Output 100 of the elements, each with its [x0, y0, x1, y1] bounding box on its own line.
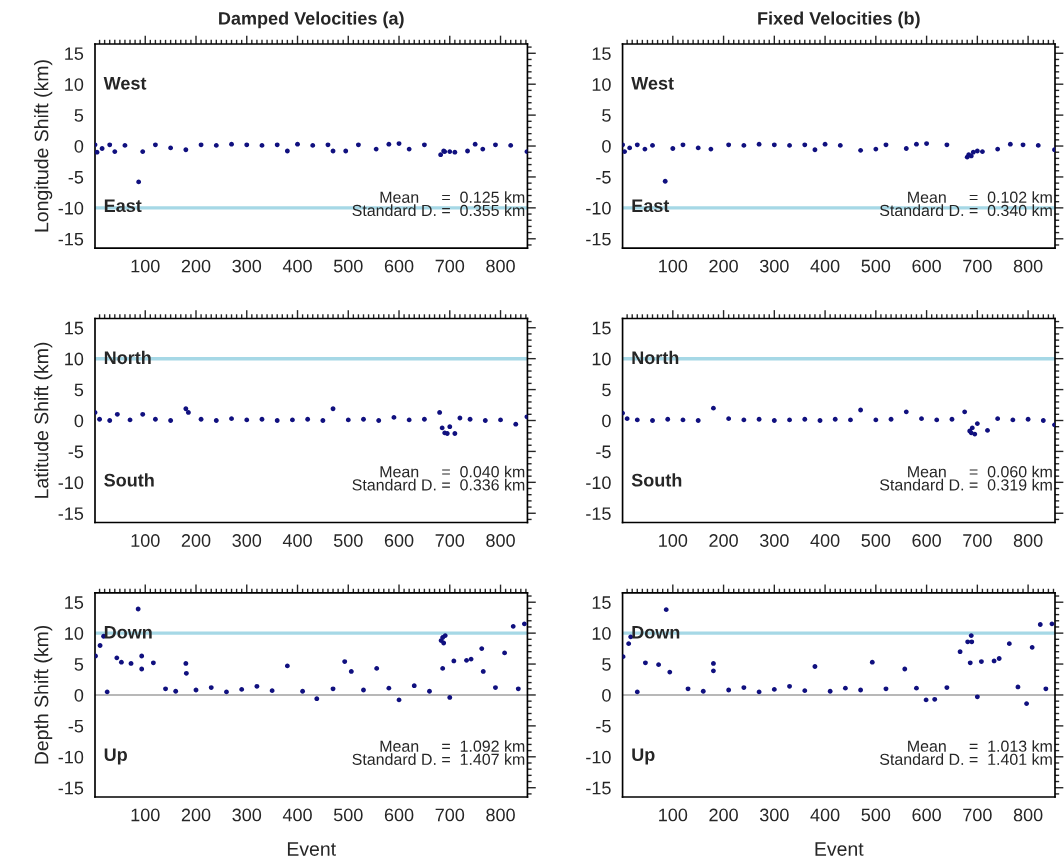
y-tick-label: -10 — [586, 476, 611, 490]
chart-title: Damped Velocities (a) — [219, 11, 404, 29]
y-tick-label: -5 — [68, 445, 84, 459]
y-tick-label: -5 — [68, 171, 84, 184]
x-tick-label: 600 — [912, 534, 941, 547]
y-tick-label: 0 — [602, 414, 611, 428]
x-tick-label: 400 — [810, 808, 840, 822]
x-tick-label: 500 — [333, 808, 363, 822]
x-tick-label: 100 — [659, 259, 688, 273]
annotation: East — [104, 199, 142, 213]
y-tick-label: 0 — [74, 688, 84, 702]
annotation: Mean = 1.092 km Standard D. = 1.407 km — [352, 740, 525, 766]
x-tick-label: 400 — [282, 808, 312, 822]
chart-title: Fixed Velocities (b) — [758, 11, 920, 29]
annotation: Mean = 0.125 km Standard D. = 0.355 km — [352, 191, 525, 217]
x-tick-label: 100 — [659, 534, 688, 547]
annotation: Down — [632, 626, 680, 639]
x-tick-label: 200 — [709, 534, 738, 547]
y-tick-label: 10 — [65, 352, 84, 366]
annotation: Mean = 0.102 km Standard D. = 0.340 km — [880, 191, 1052, 217]
x-tick-label: 700 — [435, 808, 465, 822]
y-tick-label: -10 — [586, 201, 611, 215]
x-tick-label: 100 — [131, 259, 160, 273]
annotation: Mean = 0.060 km Standard D. = 0.319 km — [880, 465, 1052, 491]
y-tick-label: -15 — [586, 232, 611, 246]
x-tick-label: 300 — [759, 259, 789, 273]
x-tick-label: 400 — [282, 534, 312, 547]
y-tick-label: 5 — [602, 658, 611, 671]
annotation: Down — [104, 626, 152, 639]
y-tick-label: 15 — [592, 321, 611, 335]
annotation: East — [632, 199, 670, 213]
y-tick-label: -5 — [596, 720, 611, 733]
x-tick-label: 500 — [333, 534, 363, 547]
y-tick-label: -15 — [586, 781, 611, 795]
annotation: West — [103, 77, 147, 90]
y-tick-label: -15 — [58, 781, 84, 795]
x-tick-label: 400 — [282, 259, 312, 273]
x-tick-label: 700 — [963, 808, 992, 822]
annotation: Mean = 0.040 km Standard D. = 0.336 km — [352, 465, 525, 491]
x-axis-title: Event — [815, 842, 864, 856]
x-axis-title: Event — [287, 842, 336, 856]
y-axis-title: Latitude Shift (km) — [34, 342, 53, 498]
y-tick-label: 10 — [592, 78, 611, 91]
y-tick-label: 0 — [602, 139, 611, 153]
x-tick-label: 500 — [333, 259, 363, 273]
x-tick-label: 100 — [131, 534, 160, 547]
y-tick-label: -10 — [58, 476, 84, 490]
x-tick-label: 600 — [912, 808, 941, 822]
y-tick-label: -5 — [68, 720, 84, 733]
y-tick-label: 15 — [65, 596, 84, 609]
annotation: Up — [632, 748, 655, 765]
annotation: South — [104, 473, 154, 487]
x-tick-label: 300 — [232, 808, 262, 822]
x-tick-label: 800 — [486, 259, 515, 273]
x-tick-label: 200 — [181, 534, 211, 547]
x-tick-label: 800 — [1013, 259, 1043, 273]
y-tick-label: 0 — [602, 688, 611, 702]
y-tick-label: -15 — [586, 507, 611, 520]
y-tick-label: 15 — [65, 47, 84, 60]
x-tick-label: 700 — [963, 259, 992, 273]
annotation: Up — [104, 748, 127, 765]
y-tick-label: 5 — [602, 109, 611, 122]
y-tick-label: 0 — [74, 139, 84, 153]
x-tick-label: 300 — [759, 808, 789, 822]
y-tick-label: -15 — [58, 232, 84, 246]
x-tick-label: 100 — [659, 808, 688, 822]
y-tick-label: 10 — [592, 352, 611, 366]
x-tick-label: 600 — [384, 259, 414, 273]
x-tick-label: 700 — [435, 259, 465, 273]
y-axis-title: Depth Shift (km) — [34, 625, 53, 764]
annotation: West — [631, 77, 674, 90]
x-tick-label: 400 — [810, 534, 840, 547]
y-tick-label: -5 — [596, 171, 611, 184]
y-tick-label: 15 — [592, 596, 611, 609]
x-tick-label: 800 — [486, 808, 515, 822]
x-tick-label: 500 — [861, 259, 891, 273]
x-tick-label: 600 — [384, 808, 414, 822]
annotation: North — [632, 350, 679, 365]
y-tick-label: 15 — [592, 47, 611, 60]
x-tick-label: 200 — [181, 259, 211, 273]
y-axis-title: Longitude Shift (km) — [34, 60, 53, 232]
y-tick-label: 10 — [65, 627, 84, 640]
x-tick-label: 800 — [486, 534, 515, 547]
y-tick-label: 5 — [74, 658, 84, 671]
x-tick-label: 200 — [709, 808, 738, 822]
y-tick-label: 5 — [74, 109, 84, 122]
y-tick-label: 10 — [592, 627, 611, 640]
y-tick-label: -10 — [586, 750, 611, 764]
y-tick-label: 5 — [602, 383, 611, 397]
y-tick-label: 5 — [74, 383, 84, 397]
x-tick-label: 300 — [232, 534, 262, 547]
x-tick-label: 600 — [384, 534, 414, 547]
y-tick-label: -10 — [58, 201, 84, 215]
annotation: South — [631, 473, 682, 487]
y-tick-label: -5 — [596, 445, 611, 459]
x-tick-label: 600 — [912, 259, 941, 273]
y-tick-label: 15 — [65, 321, 84, 335]
x-tick-label: 700 — [963, 534, 992, 547]
x-tick-label: 500 — [861, 534, 891, 547]
x-tick-label: 200 — [709, 259, 738, 273]
